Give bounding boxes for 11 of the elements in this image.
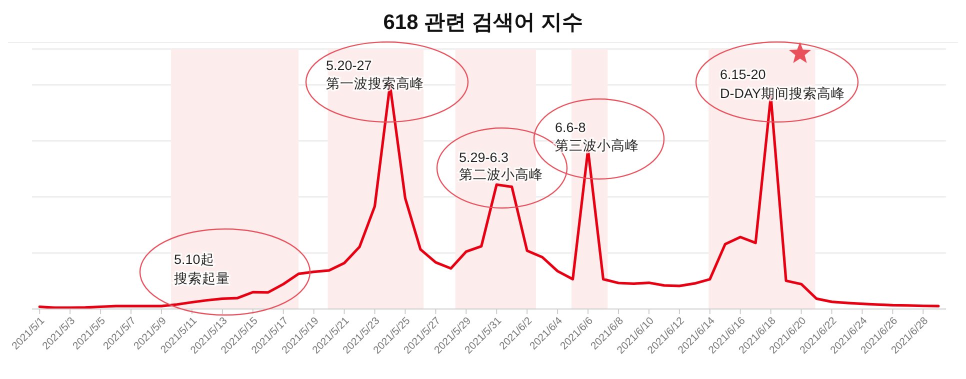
annotation: 5.10起 xyxy=(174,252,214,267)
annotation: 第一波搜索高峰 xyxy=(326,76,424,91)
text: 6.15-20 xyxy=(720,67,766,82)
annotation: 搜索起量 xyxy=(174,271,230,286)
annotation: 6.6-8 xyxy=(555,120,586,135)
text: 5.20-27 xyxy=(326,58,372,73)
chart-title: 618 관련 검색어 지수 xyxy=(8,8,958,43)
annotation: D-DAY期间搜索高峰 xyxy=(720,86,846,101)
annotation: 5.29-6.3 xyxy=(459,150,509,165)
annotation: 第二波小高峰 xyxy=(459,167,543,182)
annotation: 第三波小高峰 xyxy=(555,138,639,153)
